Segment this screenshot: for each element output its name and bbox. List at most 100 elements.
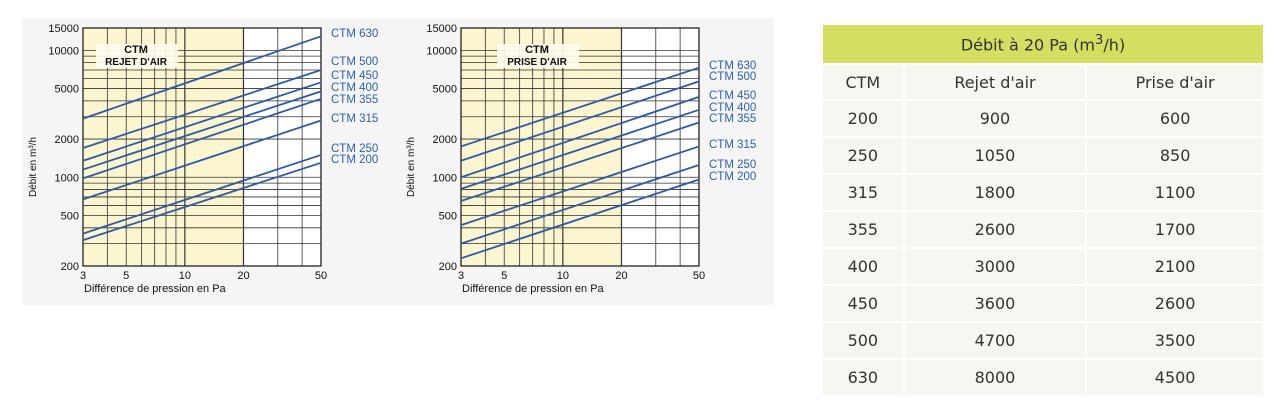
y-tick-label: 5000 [433,84,457,96]
series-line [460,145,700,226]
x-tick-label: 50 [693,270,705,282]
cell-rejet: 1050 [904,138,1086,173]
series-line [82,81,322,162]
table-title: Débit à 20 Pa (m3/h) [823,25,1263,63]
y-tick-label: 1000 [55,172,79,184]
cell-rejet: 1800 [904,175,1086,210]
series-line [460,80,700,162]
series-line [460,108,700,190]
table-row: 250 1050 850 [823,138,1263,173]
cell-ctm: 200 [823,101,903,136]
x-tick-label: 5 [123,270,129,282]
table-header-row: CTM Rejet d'air Prise d'air [823,65,1263,99]
legend-entry: CTM 250 [331,143,378,155]
cell-rejet: 4700 [904,323,1086,358]
legend-entry: CTM 500 [331,56,378,68]
series-line [82,90,322,171]
series-line [82,161,322,241]
legend-entry: CTM 355 [331,94,378,106]
cell-rejet: 3600 [904,286,1086,321]
series-line [82,35,322,120]
legend-entry: CTM 630 [331,28,378,40]
cell-rejet: 3000 [904,249,1086,284]
y-tick-label: 500 [61,210,79,222]
title-background [497,44,579,68]
y-tick-label: 200 [61,261,79,273]
x-axis-label: Différence de pression en Pa [462,283,605,295]
y-tick-label: 2000 [433,134,457,146]
cell-ctm: 630 [823,360,903,395]
cell-prise: 1100 [1087,175,1263,210]
charts-panel: CTM REJET D'AIR 200 500 1000 2000 5000 10000 150… [22,18,774,305]
chart-subtitle: REJET D'AIR [105,57,168,68]
legend-entry: CTM 500 [709,71,756,83]
series-line [82,154,322,235]
y-tick-label: 10000 [426,45,457,57]
header-rejet-air: Rejet d'air [904,65,1086,99]
series-line [82,97,322,180]
x-tick-label: 10 [179,270,191,282]
table-title-sup: 3 [1094,33,1104,49]
table-body: CTM Rejet d'air Prise d'air 200 900 600 25… [823,65,1263,395]
legend-entry: CTM 315 [709,139,756,151]
title-background [96,44,178,68]
y-tick-label: 2000 [55,134,79,146]
x-tick-label: 50 [315,270,327,282]
cell-prise: 2100 [1087,249,1263,284]
x-tick-label: 20 [615,270,627,282]
table-row: 450 3600 2600 [823,286,1263,321]
table-row: 200 900 600 [823,101,1263,136]
cell-ctm: 500 [823,323,903,358]
legend-entry: CTM 400 [709,102,756,114]
x-tick-label: 3 [458,270,464,282]
cell-prise: 1700 [1087,212,1263,247]
legend-entry: CTM 400 [331,82,378,94]
cell-prise: 3500 [1087,323,1263,358]
y-axis-label: Débit en m³/h [28,137,39,197]
series-line [460,66,700,148]
table-row: 630 8000 4500 [823,360,1263,395]
legend-entry: CTM 450 [331,70,378,82]
x-axis-label: Différence de pression en Pa [84,283,227,295]
header-ctm: CTM [823,65,903,99]
y-tick-label: 15000 [48,23,79,35]
cell-rejet: 8000 [904,360,1086,395]
table-row: 355 2600 1700 [823,212,1263,247]
y-tick-label: 5000 [55,84,79,96]
table-row: 315 1800 1100 [823,175,1263,210]
cell-ctm: 315 [823,175,903,210]
table-row: 400 3000 2100 [823,249,1263,284]
legend-entry: CTM 355 [709,113,756,125]
legend-entry: CTM 200 [709,171,756,183]
cell-ctm: 400 [823,249,903,284]
x-tick-label: 3 [80,270,86,282]
plot-frame [82,27,322,267]
cell-prise: 2600 [1087,286,1263,321]
y-axis-label: Débit en m³/h [406,137,417,197]
series-line [460,178,700,260]
chart-title: CTM [124,44,148,56]
y-tick-label: 1000 [433,172,457,184]
table-title-suffix: /h) [1103,35,1126,55]
cell-ctm: 250 [823,138,903,173]
chart-title: CTM [525,44,549,56]
flow-rate-table: Débit à 20 Pa (m3/h) CTM Rejet d'air Pri… [821,23,1265,397]
cell-prise: 4500 [1087,360,1263,395]
series-line [460,164,700,245]
legend-entry: CTM 250 [709,159,756,171]
series-line [82,69,322,149]
cell-prise: 850 [1087,138,1263,173]
y-tick-label: 200 [439,261,457,273]
x-tick-label: 5 [501,270,507,282]
series-line [460,121,700,202]
table-row: 500 4700 3500 [823,323,1263,358]
legend-entry: CTM 630 [709,60,756,72]
y-tick-label: 10000 [48,45,79,57]
x-tick-label: 10 [557,270,569,282]
legend-entry: CTM 315 [331,113,378,125]
y-tick-label: 15000 [426,23,457,35]
cell-ctm: 355 [823,212,903,247]
series-line [460,96,700,179]
